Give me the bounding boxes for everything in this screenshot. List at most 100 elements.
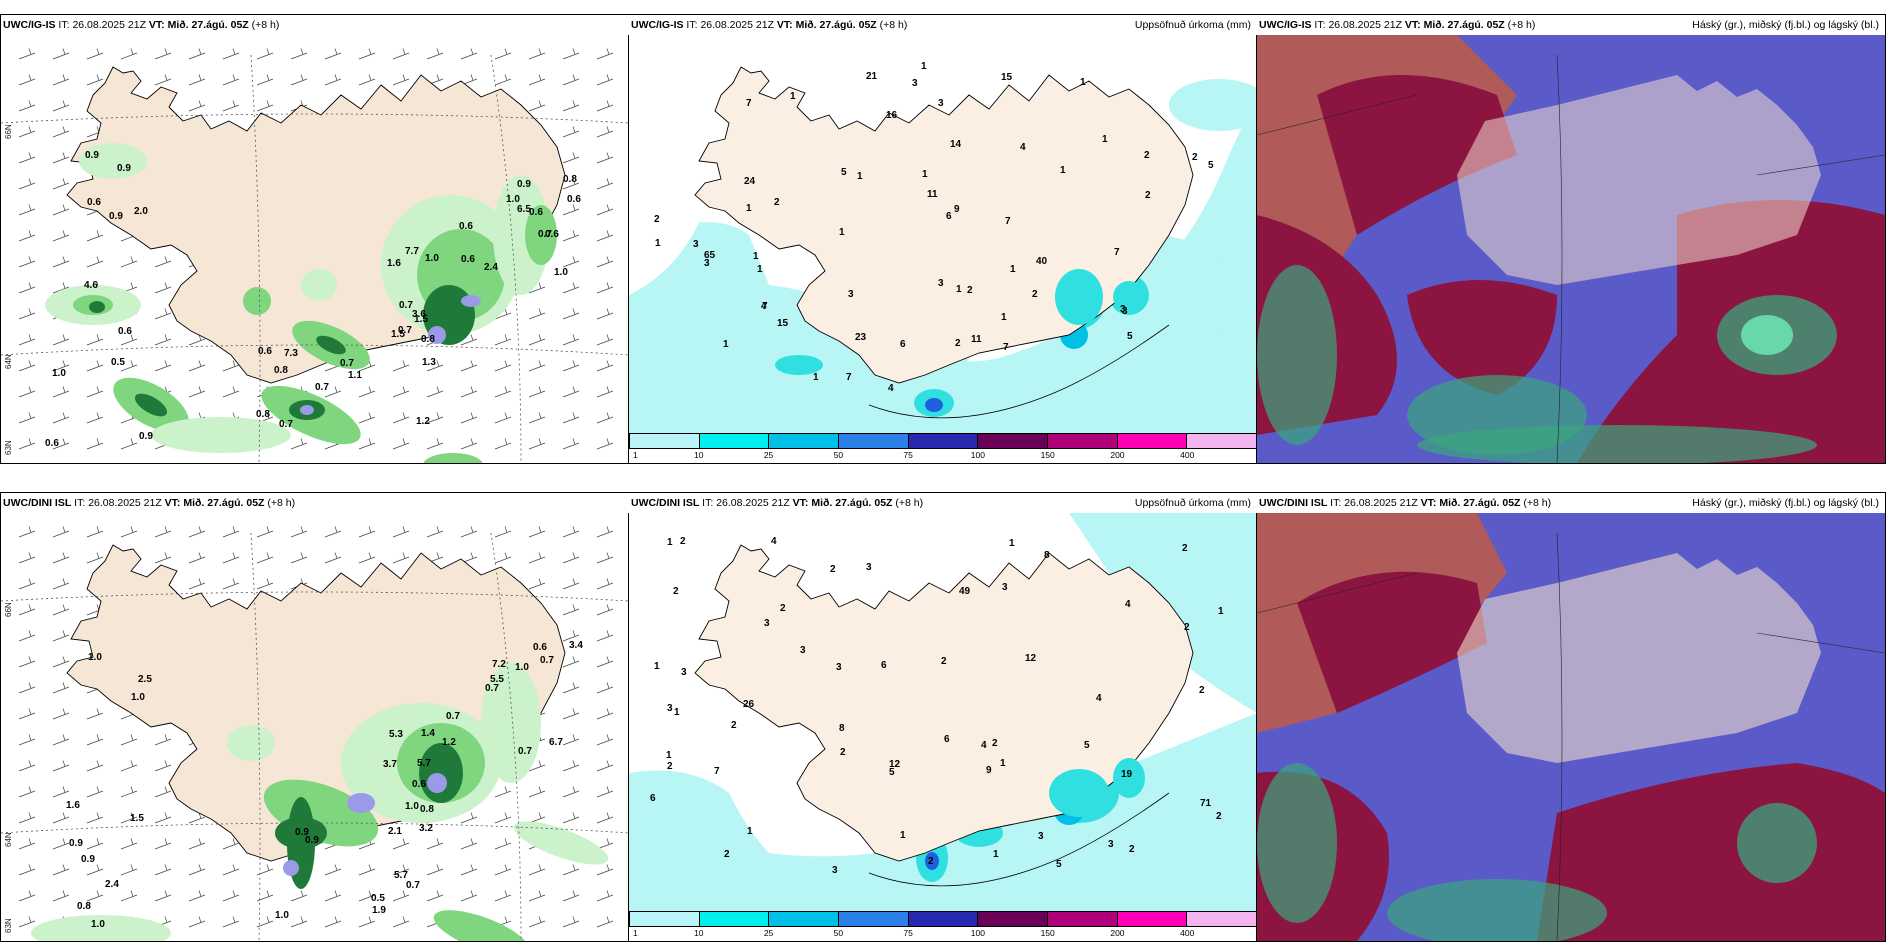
- wind-barb: [596, 126, 614, 138]
- value-label: 1.0: [275, 910, 289, 921]
- wind-barb: [528, 916, 546, 928]
- precip-shading: [31, 663, 609, 941]
- map-area[interactable]: 66N 64N 63N 20W 15W 0.90.60.61.01.01.03.…: [1, 513, 629, 941]
- wind-barb: [596, 48, 614, 60]
- init-time: 26.08.2025 21Z: [1344, 497, 1418, 509]
- value-label: 2.4: [484, 262, 498, 273]
- wind-barb: [596, 178, 614, 190]
- wind-barb: [86, 864, 104, 876]
- value-label: 1: [1060, 165, 1066, 176]
- wind-barb: [18, 812, 36, 824]
- colorbar-swatch: [769, 912, 840, 926]
- map-area[interactable]: 1 3 2 9 8 6 4 2 3 2 1 1 7 12 19 71 12 2 3 3 1 4 5 2 1 1 3 1 2 2 2 2 3 2 6 4…: [629, 513, 1257, 911]
- value-label: 5.5: [490, 674, 504, 685]
- colorbar-tick: 10: [694, 450, 704, 460]
- wind-barb: [596, 230, 614, 242]
- value-label: 3: [1108, 839, 1114, 850]
- lead-time: (+8 h): [251, 19, 280, 31]
- wind-barb: [154, 760, 172, 772]
- value-label: 2: [1184, 622, 1190, 633]
- value-label: 3: [704, 258, 710, 269]
- wind-barb: [18, 786, 36, 798]
- wind-barb: [358, 74, 376, 86]
- wind-barb: [392, 48, 410, 60]
- panel-ig-is-clouds: UWC/IG-IS IT: 26.08.2025 21Z VT: Mið. 27…: [1256, 14, 1886, 464]
- wind-barb: [562, 734, 580, 746]
- it-label: IT:: [74, 497, 86, 509]
- value-label: 2: [731, 720, 737, 731]
- value-label: 1: [1080, 77, 1086, 88]
- wind-barb: [528, 760, 546, 772]
- value-label: 1.3: [422, 357, 436, 368]
- wind-barb: [596, 656, 614, 668]
- value-label: 1: [1000, 758, 1006, 769]
- value-label: 1: [1010, 264, 1016, 275]
- wind-barb: [494, 386, 512, 398]
- wind-barb: [392, 526, 410, 538]
- wind-barb: [596, 890, 614, 902]
- map-area[interactable]: [1257, 35, 1885, 463]
- value-label: 5: [1056, 859, 1062, 870]
- it-label: IT:: [1330, 497, 1342, 509]
- value-label: 3.2: [419, 823, 433, 834]
- vt-label: VT:: [148, 19, 165, 31]
- value-label: 1: [993, 849, 999, 860]
- value-label: 3: [1038, 831, 1044, 842]
- wind-barb: [222, 864, 240, 876]
- value-label: 6: [650, 793, 656, 804]
- value-label: 1: [839, 227, 845, 238]
- wind-barb: [290, 552, 308, 564]
- map-area[interactable]: 1 1 1 1 1 2 1 7 2 1 3 1 2 6 4 21 5 2 4 7 7 3 16 9 11 23 65 15 14 40 24…: [629, 35, 1257, 433]
- wind-barb: [154, 334, 172, 346]
- wind-barb: [222, 360, 240, 372]
- value-label: 0.8: [421, 334, 435, 345]
- wind-barb: [222, 838, 240, 850]
- value-label: 0.6: [461, 254, 475, 265]
- wind-barb: [52, 786, 70, 798]
- wind-barb: [52, 204, 70, 216]
- wind-barb: [188, 864, 206, 876]
- colorbar-swatch: [1048, 912, 1118, 926]
- wind-barb: [528, 334, 546, 346]
- value-label: 9: [954, 204, 960, 215]
- wind-barb: [562, 760, 580, 772]
- value-label: 3: [693, 239, 699, 250]
- wind-barb: [154, 786, 172, 798]
- value-label: 8: [1044, 550, 1050, 561]
- value-label: 2: [955, 338, 961, 349]
- valid-time: Mið. 27.ágú. 05Z: [1439, 497, 1521, 509]
- wind-barb: [596, 708, 614, 720]
- value-label: 6: [881, 660, 887, 671]
- value-label: 1.0: [554, 267, 568, 278]
- value-label: 3: [866, 562, 872, 573]
- wind-barb: [256, 552, 274, 564]
- wind-barb: [18, 526, 36, 538]
- value-label: 1.0: [91, 919, 105, 930]
- wind-barb: [52, 360, 70, 372]
- wind-barb: [562, 230, 580, 242]
- wind-barb: [120, 438, 138, 450]
- value-label: 2: [1144, 150, 1150, 161]
- colorbar-tick: 200: [1110, 450, 1125, 460]
- wind-barb: [154, 360, 172, 372]
- wind-barb: [154, 526, 172, 538]
- map-area[interactable]: 66N 64N 63N 20W 15W 0.91.60.80.70.91.50.…: [1, 35, 629, 463]
- value-label: 12: [889, 759, 901, 770]
- value-label: 3: [832, 865, 838, 876]
- value-label: 14: [950, 139, 962, 150]
- wind-barb: [460, 360, 478, 372]
- wind-barb: [596, 438, 614, 450]
- value-label: 2: [1032, 289, 1038, 300]
- wind-barb: [528, 864, 546, 876]
- wind-barb: [596, 552, 614, 564]
- it-label: IT:: [702, 497, 714, 509]
- map-area[interactable]: [1257, 513, 1885, 941]
- value-label: 7.2: [492, 659, 506, 670]
- wind-barb: [52, 734, 70, 746]
- panel-title: Uppsöfnuð úrkoma (mm): [1134, 497, 1251, 509]
- value-label: 0.8: [563, 174, 577, 185]
- value-label: 1: [900, 830, 906, 841]
- wind-barb: [460, 334, 478, 346]
- value-label: 0.9: [69, 838, 83, 849]
- colorbar-swatch: [978, 434, 1049, 448]
